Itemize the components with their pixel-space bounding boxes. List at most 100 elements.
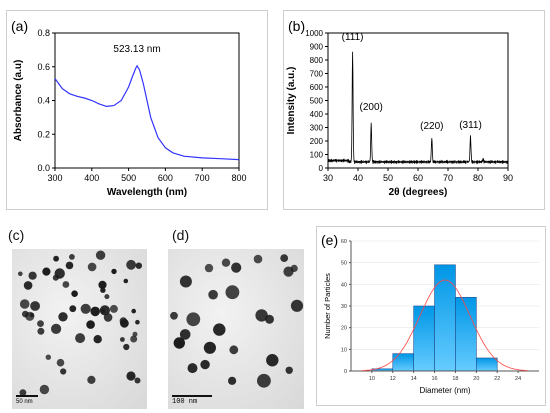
y-tick-label: 40 <box>341 282 347 288</box>
x-tick-label: 12 <box>390 376 396 382</box>
y-tick-label: 800 <box>310 56 324 65</box>
nanoparticle <box>134 377 141 384</box>
nanoparticle <box>86 320 95 329</box>
x-tick-label: 30 <box>323 173 333 183</box>
nanoparticle <box>257 373 271 388</box>
nanoparticle <box>98 280 107 289</box>
y-tick-label: 300 <box>310 124 324 133</box>
nanoparticle <box>65 261 74 270</box>
nanoparticle <box>23 281 33 290</box>
y-tick-label: 10 <box>341 347 347 353</box>
nanoparticle <box>54 268 65 279</box>
scale-bar-label-c: 50 nm <box>16 399 33 405</box>
nanoparticle <box>75 333 86 344</box>
nanoparticle <box>93 335 102 344</box>
x-axis-label: Diameter (nm) <box>419 386 470 395</box>
uv-vis-chart: (a) 300 400 500 600 700 800 0.0 0.2 0.4 0.6 0.8 Wave… <box>11 18 247 198</box>
x-tick-label: 40 <box>353 173 363 183</box>
nanoparticle <box>135 319 140 325</box>
histogram-bar <box>392 353 414 372</box>
nanoparticle <box>123 343 130 351</box>
nanoparticle <box>28 271 37 280</box>
nanoparticle <box>132 331 138 337</box>
x-tick-label: 400 <box>84 173 99 183</box>
y-tick-label: 0.4 <box>37 96 50 106</box>
nanoparticle <box>30 301 40 311</box>
y-tick-label: 0 <box>319 164 324 173</box>
x-axis-label: Wavelength (nm) <box>107 187 187 198</box>
nanoparticle <box>53 255 59 262</box>
nanoparticle <box>290 264 298 272</box>
y-axis-label: Number of Particles <box>323 273 332 339</box>
nanoparticle <box>95 250 106 260</box>
x-tick-label: 70 <box>443 173 453 183</box>
panel-label-d: (d) <box>172 227 190 243</box>
nanoparticle <box>204 263 214 273</box>
nanoparticle <box>56 358 65 367</box>
nanoparticle <box>58 312 68 322</box>
x-tick-label: 700 <box>195 173 210 183</box>
histogram-bar <box>434 264 456 372</box>
y-tick-label: 0 <box>344 369 347 375</box>
x-tick-label: 300 <box>47 173 62 183</box>
nanoparticle <box>37 320 44 327</box>
panel-e: (e) 0 10 20 30 40 50 60 10 12 14 16 18 20 22 24 Diameter… <box>316 226 546 406</box>
y-tick-label: 100 <box>310 151 324 160</box>
y-axis-label: Absorbance (a.u) <box>13 60 24 142</box>
xrd-pattern-line <box>327 51 509 165</box>
y-tick-label: 0.8 <box>37 28 50 38</box>
nanoparticle <box>280 254 289 262</box>
nanoparticle <box>135 262 142 269</box>
nanoparticle <box>173 337 185 349</box>
nanoparticle <box>39 384 50 395</box>
scale-bar-d <box>172 395 212 397</box>
nanoparticle <box>130 335 138 343</box>
nanoparticle <box>120 337 125 342</box>
x-tick-label: 16 <box>431 376 437 382</box>
nanoparticle <box>253 254 263 264</box>
nanoparticle <box>255 309 268 322</box>
x-tick-label: 80 <box>473 173 483 183</box>
nanoparticle <box>170 311 178 320</box>
nanoparticle <box>60 368 67 375</box>
nanoparticle <box>228 376 237 385</box>
nanoparticle <box>208 289 218 300</box>
y-tick-label: 30 <box>341 304 347 310</box>
histogram-bar <box>476 357 498 372</box>
nanoparticle <box>111 268 117 275</box>
nanoparticle <box>87 262 97 272</box>
gaussian-fit-line <box>361 279 528 372</box>
nanoparticle <box>187 363 198 374</box>
x-tick-label: 800 <box>231 173 246 183</box>
nanoparticle <box>80 303 91 314</box>
x-tick-label: 500 <box>121 173 136 183</box>
nanoparticle <box>109 304 118 313</box>
absorbance-line <box>54 64 240 161</box>
y-tick-label: 0.0 <box>37 163 50 173</box>
x-tick-label: 18 <box>452 376 458 382</box>
nanoparticle <box>131 308 136 314</box>
x-tick-label: 600 <box>158 173 173 183</box>
y-tick-label: 0.6 <box>37 62 50 72</box>
nanoparticle <box>71 290 78 297</box>
nanoparticle <box>100 308 106 314</box>
histogram-bar <box>455 297 477 372</box>
y-tick-label: 20 <box>341 326 347 332</box>
x-tick-label: 24 <box>515 376 521 382</box>
xrd-chart: (b)30 40 50 60 70 80 9001002003004005006007008… <box>286 18 513 198</box>
nanoparticle <box>22 310 29 318</box>
nanoparticle <box>266 354 279 367</box>
scale-bar-label-d: 100 nm <box>172 398 198 406</box>
panel-a: (a) 300 400 500 600 700 800 0.0 0.2 0.4 0.6 0.8 Wave… <box>6 10 268 210</box>
x-tick-label: 22 <box>494 376 500 382</box>
peak-label: (111) <box>342 32 364 43</box>
x-tick-label: 60 <box>413 173 423 183</box>
nanoparticle <box>203 341 216 354</box>
nanoparticle <box>69 305 77 313</box>
nanoparticle <box>179 329 191 340</box>
nanoparticle <box>221 258 231 267</box>
plot-frame <box>327 32 509 169</box>
nanoparticle <box>69 254 75 260</box>
tem-image-c: 50 nm <box>12 249 147 409</box>
peak-label: (220) <box>420 121 443 132</box>
